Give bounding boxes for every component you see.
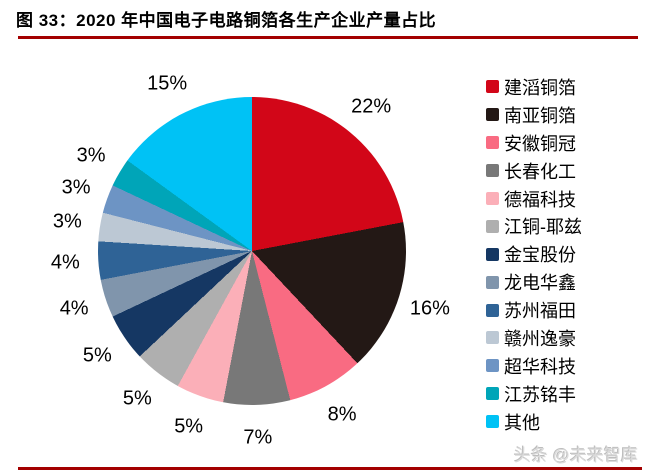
legend-swatch [486, 415, 499, 429]
legend-swatch [486, 80, 499, 94]
legend-swatch [486, 164, 499, 178]
legend-item: 安徽铜冠 [486, 129, 582, 157]
legend-item: 龙电华鑫 [486, 268, 582, 296]
slice-percent-label: 5% [122, 387, 152, 410]
legend-item: 建滔铜箔 [486, 73, 582, 101]
legend-label: 其他 [504, 412, 540, 433]
legend-label: 建滔铜箔 [504, 77, 576, 98]
slice-percent-label: 8% [327, 403, 357, 426]
slice-percent-label: 15% [147, 72, 188, 95]
legend-item: 长春化工 [486, 157, 582, 185]
slice-percent-label: 4% [50, 251, 80, 274]
legend-swatch [486, 136, 499, 150]
watermark: 头条 @未来智库 [514, 446, 638, 465]
legend-item: 赣州逸豪 [486, 324, 582, 352]
legend-label: 金宝股份 [504, 245, 576, 266]
legend-label: 龙电华鑫 [504, 273, 576, 294]
slice-percent-label: 16% [409, 297, 450, 320]
slice-percent-label: 5% [174, 415, 204, 438]
legend-label: 江苏铭丰 [504, 384, 576, 405]
legend-label: 超华科技 [504, 356, 576, 377]
slice-percent-label: 22% [351, 95, 392, 118]
title-underline [18, 36, 638, 39]
footer-rule [18, 467, 642, 470]
legend-label: 德福科技 [504, 189, 576, 210]
legend-item: 南亚铜箔 [486, 101, 582, 129]
legend-label: 长春化工 [504, 161, 576, 182]
legend-swatch [486, 275, 499, 289]
slice-percent-label: 5% [82, 344, 112, 367]
legend-item: 江铜-耶兹 [486, 212, 582, 240]
slice-percent-label: 3% [52, 210, 82, 233]
legend-item: 德福科技 [486, 185, 582, 213]
legend-swatch [486, 192, 499, 205]
legend-swatch [486, 331, 499, 345]
legend-swatch [486, 387, 499, 401]
legend-label: 苏州福田 [504, 301, 576, 322]
pie-chart [98, 97, 406, 405]
slice-percent-label: 7% [243, 426, 273, 449]
legend-swatch [486, 219, 499, 233]
legend: 建滔铜箔南亚铜箔安徽铜冠长春化工德福科技江铜-耶兹金宝股份龙电华鑫苏州福田赣州逸… [486, 73, 582, 436]
legend-item: 江苏铭丰 [486, 380, 582, 408]
figure-title: 图 33：2020 年中国电子电路铜箔各生产企业产量占比 [16, 11, 437, 30]
legend-item: 金宝股份 [486, 240, 582, 268]
slice-percent-label: 4% [59, 297, 89, 320]
slice-percent-label: 3% [76, 144, 106, 167]
legend-label: 安徽铜冠 [504, 133, 576, 154]
legend-item: 其他 [486, 408, 582, 436]
legend-item: 苏州福田 [486, 296, 582, 324]
legend-swatch [486, 359, 499, 373]
legend-swatch [486, 108, 499, 122]
legend-item: 超华科技 [486, 352, 582, 380]
legend-label: 南亚铜箔 [504, 105, 576, 126]
legend-swatch [486, 247, 499, 261]
legend-swatch [486, 303, 499, 317]
legend-label: 江铜-耶兹 [504, 217, 582, 238]
legend-label: 赣州逸豪 [504, 328, 576, 349]
slice-percent-label: 3% [61, 176, 91, 199]
